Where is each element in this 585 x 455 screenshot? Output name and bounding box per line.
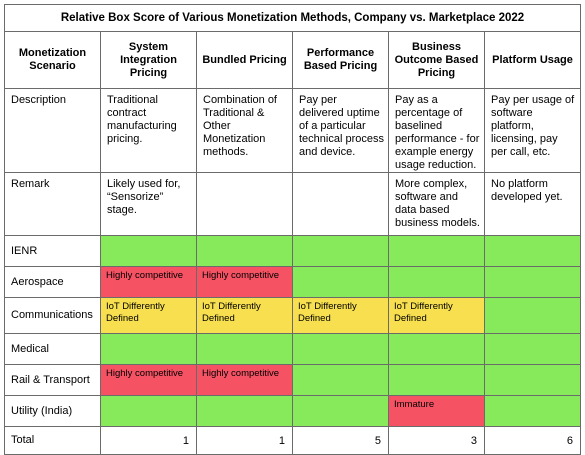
score-cell xyxy=(388,235,485,267)
box-score-table: Relative Box Score of Various Monetizati… xyxy=(4,4,581,455)
header-row: Monetization Scenario System Integration… xyxy=(4,31,581,89)
score-cell xyxy=(100,333,197,365)
score-cell xyxy=(100,395,197,427)
description-cell: Pay per delivered uptime of a particular… xyxy=(292,88,389,173)
scenario-row-medical: Medical xyxy=(4,333,581,365)
score-cell xyxy=(196,235,293,267)
score-cell: IoT Differently Defined xyxy=(196,297,293,334)
score-cell: Immature xyxy=(388,395,485,427)
remark-cell xyxy=(196,172,293,236)
description-cell: Pay per usage of software platform, lice… xyxy=(484,88,581,173)
remark-label: Remark xyxy=(4,172,101,236)
total-label: Total xyxy=(4,426,101,455)
score-cell: IoT Differently Defined xyxy=(292,297,389,334)
score-cell xyxy=(388,333,485,365)
score-cell xyxy=(292,235,389,267)
scenario-label: Aerospace xyxy=(4,266,101,298)
scenario-row-aerospace: Aerospace Highly competitive Highly comp… xyxy=(4,266,581,298)
header-monetization-scenario: Monetization Scenario xyxy=(4,31,101,89)
scenario-label: Medical xyxy=(4,333,101,365)
score-cell xyxy=(484,364,581,396)
total-value: 1 xyxy=(100,426,197,455)
scenario-label: Communications xyxy=(4,297,101,334)
description-label: Description xyxy=(4,88,101,173)
total-value: 6 xyxy=(484,426,581,455)
description-cell: Traditional contract manufacturing prici… xyxy=(100,88,197,173)
score-cell xyxy=(196,395,293,427)
score-cell: IoT Differently Defined xyxy=(100,297,197,334)
scenario-label: Rail & Transport xyxy=(4,364,101,396)
score-cell xyxy=(196,333,293,365)
score-cell: IoT Differently Defined xyxy=(388,297,485,334)
scenario-label: Utility (India) xyxy=(4,395,101,427)
description-row: Description Traditional contract manufac… xyxy=(4,88,581,173)
description-cell: Combination of Traditional & Other Monet… xyxy=(196,88,293,173)
score-cell xyxy=(388,266,485,298)
score-cell xyxy=(292,266,389,298)
score-cell xyxy=(484,297,581,334)
score-cell: Highly competitive xyxy=(196,364,293,396)
total-value: 1 xyxy=(196,426,293,455)
remark-row: Remark Likely used for, “Sensorize” stag… xyxy=(4,172,581,236)
header-business-outcome-based-pricing: Business Outcome Based Pricing xyxy=(388,31,485,89)
score-cell xyxy=(484,235,581,267)
score-cell: Highly competitive xyxy=(100,364,197,396)
scenario-label: IENR xyxy=(4,235,101,267)
score-cell xyxy=(388,364,485,396)
score-cell: Highly competitive xyxy=(196,266,293,298)
remark-cell: No platform developed yet. xyxy=(484,172,581,236)
score-cell xyxy=(292,333,389,365)
score-cell: Highly competitive xyxy=(100,266,197,298)
remark-cell xyxy=(292,172,389,236)
header-bundled-pricing: Bundled Pricing xyxy=(196,31,293,89)
header-platform-usage: Platform Usage xyxy=(484,31,581,89)
score-cell xyxy=(484,395,581,427)
score-cell xyxy=(292,395,389,427)
header-performance-based-pricing: Performance Based Pricing xyxy=(292,31,389,89)
total-value: 5 xyxy=(292,426,389,455)
scenario-row-rail-transport: Rail & Transport Highly competitive High… xyxy=(4,364,581,396)
total-value: 3 xyxy=(388,426,485,455)
table-title: Relative Box Score of Various Monetizati… xyxy=(4,4,581,32)
score-cell xyxy=(100,235,197,267)
remark-cell: Likely used for, “Sensorize” stage. xyxy=(100,172,197,236)
total-row: Total 1 1 5 3 6 xyxy=(4,426,581,455)
score-cell xyxy=(484,333,581,365)
scenario-row-ienr: IENR xyxy=(4,235,581,267)
scenario-row-communications: Communications IoT Differently Defined I… xyxy=(4,297,581,334)
scenario-row-utility-india: Utility (India) Immature xyxy=(4,395,581,427)
score-cell xyxy=(292,364,389,396)
score-cell xyxy=(484,266,581,298)
description-cell: Pay as a percentage of baselined perform… xyxy=(388,88,485,173)
remark-cell: More complex, software and data based bu… xyxy=(388,172,485,236)
header-system-integration-pricing: System Integration Pricing xyxy=(100,31,197,89)
